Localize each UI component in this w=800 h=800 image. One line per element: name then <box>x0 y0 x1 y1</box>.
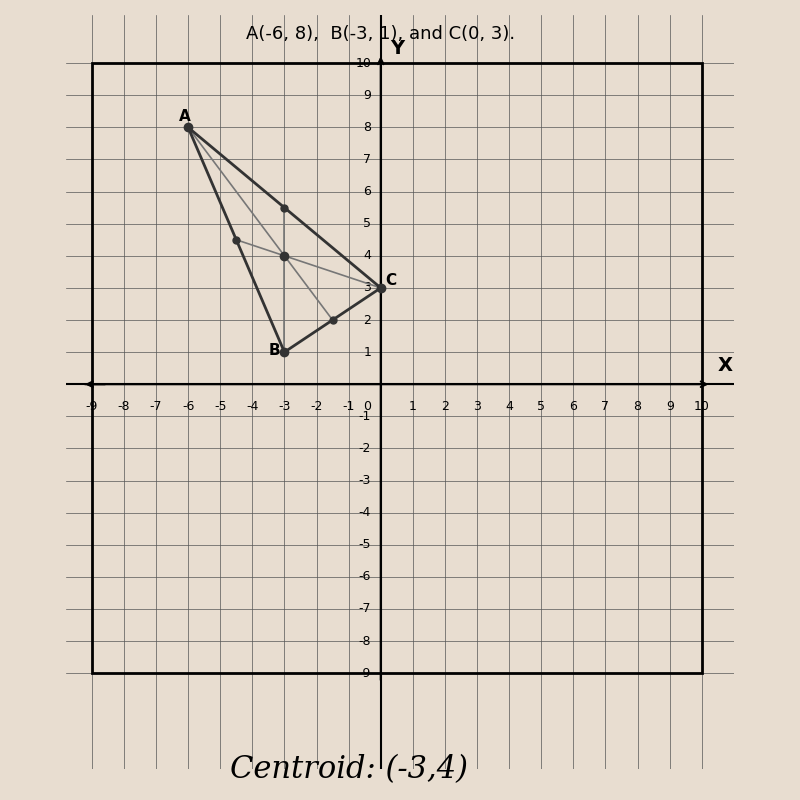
Text: -2: -2 <box>310 400 322 414</box>
Text: 4: 4 <box>363 250 371 262</box>
Text: -3: -3 <box>358 474 371 487</box>
Bar <box>92 63 702 673</box>
Text: 7: 7 <box>602 400 610 414</box>
Text: 10: 10 <box>355 57 371 70</box>
Text: 1: 1 <box>363 346 371 358</box>
Text: -9: -9 <box>358 666 371 680</box>
Text: -6: -6 <box>358 570 371 583</box>
Text: 6: 6 <box>363 185 371 198</box>
Text: 1: 1 <box>409 400 417 414</box>
Text: 2: 2 <box>441 400 449 414</box>
Text: -1: -1 <box>358 410 371 423</box>
Text: A(-6, 8),  B(-3, 1), and C(0, 3).: A(-6, 8), B(-3, 1), and C(0, 3). <box>246 26 515 43</box>
Text: 10: 10 <box>694 400 710 414</box>
Text: 3: 3 <box>363 282 371 294</box>
Text: 5: 5 <box>538 400 546 414</box>
Text: -6: -6 <box>182 400 194 414</box>
Text: 9: 9 <box>363 89 371 102</box>
Text: -8: -8 <box>118 400 130 414</box>
Text: 5: 5 <box>363 217 371 230</box>
Text: -4: -4 <box>358 506 371 519</box>
Text: -7: -7 <box>358 602 371 615</box>
Text: -1: -1 <box>342 400 355 414</box>
Text: 7: 7 <box>363 153 371 166</box>
Text: -2: -2 <box>358 442 371 455</box>
Text: 9: 9 <box>666 400 674 414</box>
Text: 2: 2 <box>363 314 371 326</box>
Text: 8: 8 <box>634 400 642 414</box>
Text: 3: 3 <box>473 400 481 414</box>
Text: Centroid: (-3,4): Centroid: (-3,4) <box>230 754 468 785</box>
Text: -5: -5 <box>358 538 371 551</box>
Text: 0: 0 <box>363 400 371 414</box>
Text: A: A <box>178 109 190 124</box>
Text: -3: -3 <box>278 400 290 414</box>
Text: -9: -9 <box>86 400 98 414</box>
Text: C: C <box>386 273 397 288</box>
Text: X: X <box>718 355 733 374</box>
Text: 4: 4 <box>506 400 513 414</box>
Text: Y: Y <box>390 38 405 58</box>
Text: 6: 6 <box>570 400 578 414</box>
Text: -8: -8 <box>358 634 371 647</box>
Text: -5: -5 <box>214 400 226 414</box>
Text: -7: -7 <box>150 400 162 414</box>
Text: 8: 8 <box>363 121 371 134</box>
Text: -4: -4 <box>246 400 258 414</box>
Text: B: B <box>268 343 280 358</box>
